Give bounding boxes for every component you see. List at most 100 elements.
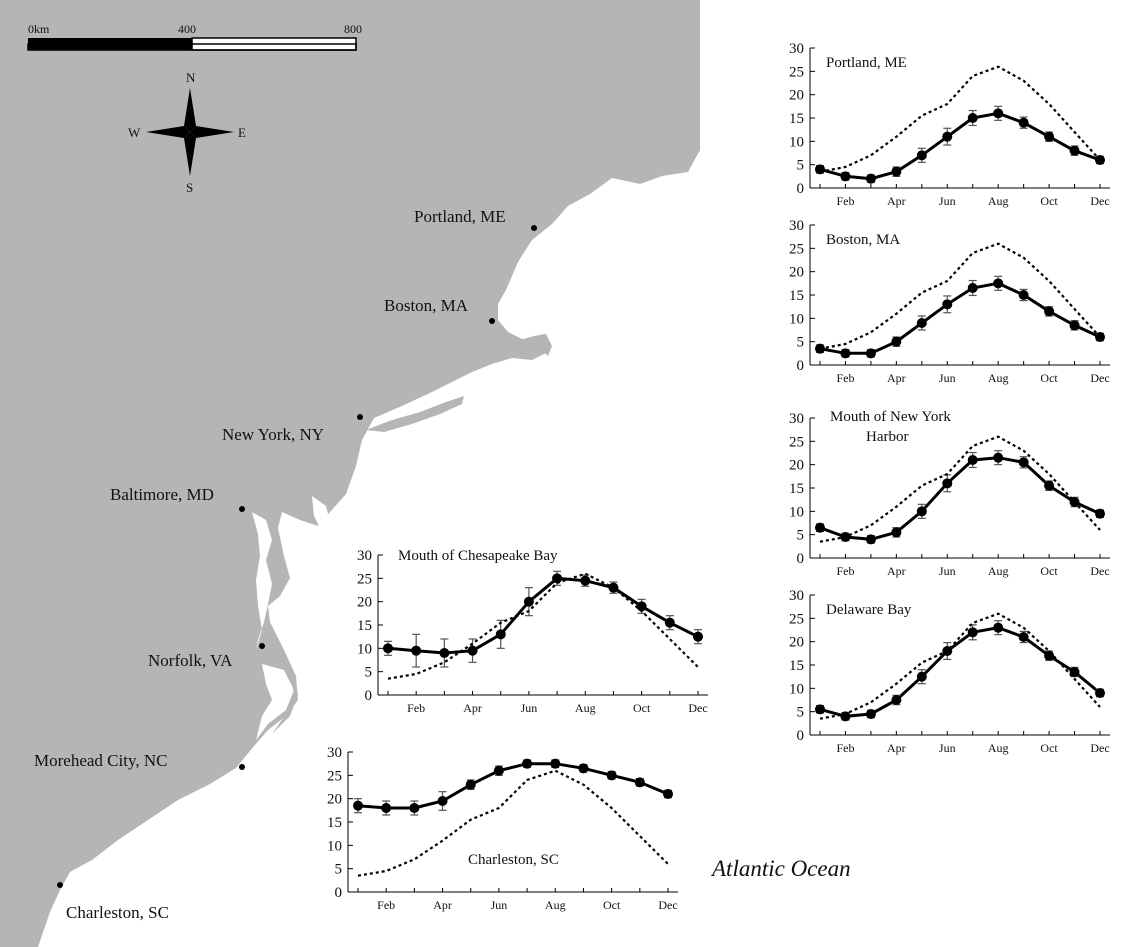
y-tick-label: 10	[789, 504, 804, 520]
data-point	[1044, 650, 1055, 661]
data-point	[552, 573, 563, 584]
y-tick-label: 30	[789, 41, 804, 57]
chart-3: 0 5 10 15 20 25 30 Feb Apr Jun Aug Oct Dec Delaware B…	[789, 588, 1110, 755]
data-point	[967, 283, 978, 293]
scale-label-400: 400	[178, 22, 196, 36]
series-dashed-line	[819, 435, 1101, 543]
data-point	[1018, 457, 1029, 468]
chart-4: 0 5 10 15 20 25 30 Feb Apr Jun Aug Oct Dec Mouth of C…	[357, 548, 708, 715]
data-point	[381, 803, 392, 813]
series-dashed-line	[819, 65, 1101, 173]
y-tick-label: 15	[789, 658, 804, 674]
y-tick-label: 30	[789, 218, 804, 234]
data-point	[578, 763, 589, 774]
data-point	[522, 758, 533, 769]
data-point	[967, 455, 978, 465]
data-point	[865, 348, 876, 359]
data-point	[891, 336, 902, 347]
chesapeake-bay	[252, 512, 272, 650]
data-point	[580, 575, 591, 586]
data-point	[606, 770, 617, 781]
data-point	[942, 131, 953, 142]
series-solid-line	[357, 762, 669, 810]
data-point	[916, 671, 927, 682]
data-point	[1069, 320, 1080, 331]
data-point	[693, 631, 703, 642]
city-label-norfolk: Norfolk, VA	[148, 651, 233, 670]
data-point	[993, 108, 1004, 119]
x-tick-label: Apr	[887, 741, 906, 755]
y-tick-label: 25	[789, 611, 804, 627]
x-tick-label: Dec	[658, 898, 677, 912]
data-point	[865, 173, 876, 184]
data-point	[1018, 117, 1029, 128]
city-label-morehead-city: Morehead City, NC	[34, 751, 167, 770]
y-tick-label: 0	[335, 885, 343, 901]
chart-5: 0 5 10 15 20 25 30 Feb Apr Jun Aug Oct Dec Charleston…	[327, 745, 678, 912]
data-point	[967, 113, 978, 123]
x-tick-label: Aug	[988, 741, 1009, 755]
x-tick-label: Oct	[1040, 371, 1058, 385]
cities: Portland, ME Boston, MA New York, NY Bal…	[34, 207, 537, 922]
data-point	[916, 150, 927, 161]
y-tick-label: 20	[789, 635, 804, 651]
scale-label-800: 800	[344, 22, 362, 36]
y-tick-label: 15	[327, 815, 342, 831]
chart-1: 0 5 10 15 20 25 30 Feb Apr Jun Aug Oct Dec Boston, MA	[789, 218, 1110, 385]
y-tick-label: 25	[357, 571, 372, 587]
y-tick-label: 10	[327, 838, 342, 854]
series-solid-line	[819, 281, 1101, 355]
y-tick-label: 5	[797, 158, 805, 174]
x-tick-label: Apr	[463, 701, 482, 715]
city-label-portland: Portland, ME	[414, 207, 506, 226]
x-tick-label: Feb	[836, 741, 854, 755]
city-dot	[239, 506, 245, 512]
data-point	[1095, 688, 1105, 698]
series-solid-line	[387, 576, 699, 655]
chart-title: Mouth of Chesapeake Bay	[398, 548, 558, 564]
y-tick-label: 25	[789, 241, 804, 257]
data-point	[840, 348, 851, 359]
city-label-new-york: New York, NY	[222, 425, 324, 444]
x-tick-label: Dec	[1090, 741, 1109, 755]
x-tick-label: Apr	[433, 898, 452, 912]
data-point	[550, 758, 561, 769]
y-tick-label: 20	[789, 88, 804, 104]
compass-e: E	[238, 125, 246, 140]
data-point	[993, 278, 1004, 289]
chart-2: 0 5 10 15 20 25 30 Feb Apr Jun Aug Oct Dec Mouth of N…	[789, 409, 1110, 578]
y-tick-label: 0	[797, 358, 805, 374]
y-tick-label: 30	[327, 745, 342, 761]
series-solid-line	[819, 626, 1101, 718]
scale-bar: 0km 400 800	[27, 22, 362, 51]
data-point	[1069, 145, 1080, 156]
data-point	[916, 318, 927, 328]
y-tick-label: 0	[797, 181, 805, 197]
data-point	[942, 299, 953, 310]
data-point	[967, 627, 978, 638]
chart-title: Boston, MA	[826, 232, 900, 248]
city-dot	[489, 318, 495, 324]
y-tick-label: 15	[789, 111, 804, 127]
data-point	[437, 796, 448, 806]
data-point	[840, 711, 851, 722]
y-tick-label: 15	[789, 288, 804, 304]
x-tick-label: Feb	[836, 194, 854, 208]
y-tick-label: 0	[797, 728, 805, 744]
charts: 0 5 10 15 20 25 30 Feb Apr Jun Aug Oct Dec Portland, …	[327, 41, 1110, 912]
x-tick-label: Jun	[939, 371, 956, 385]
y-tick-label: 10	[357, 641, 372, 657]
city-label-charleston: Charleston, SC	[66, 903, 169, 922]
data-point	[865, 709, 876, 719]
x-tick-label: Feb	[836, 564, 854, 578]
series-solid-line	[819, 456, 1101, 541]
y-tick-label: 15	[789, 481, 804, 497]
y-tick-label: 20	[789, 458, 804, 474]
x-tick-label: Feb	[407, 701, 425, 715]
data-point	[663, 789, 673, 799]
delaware-bay	[312, 496, 330, 528]
compass-s: S	[186, 180, 193, 195]
data-point	[636, 601, 647, 612]
compass-w: W	[128, 125, 141, 140]
